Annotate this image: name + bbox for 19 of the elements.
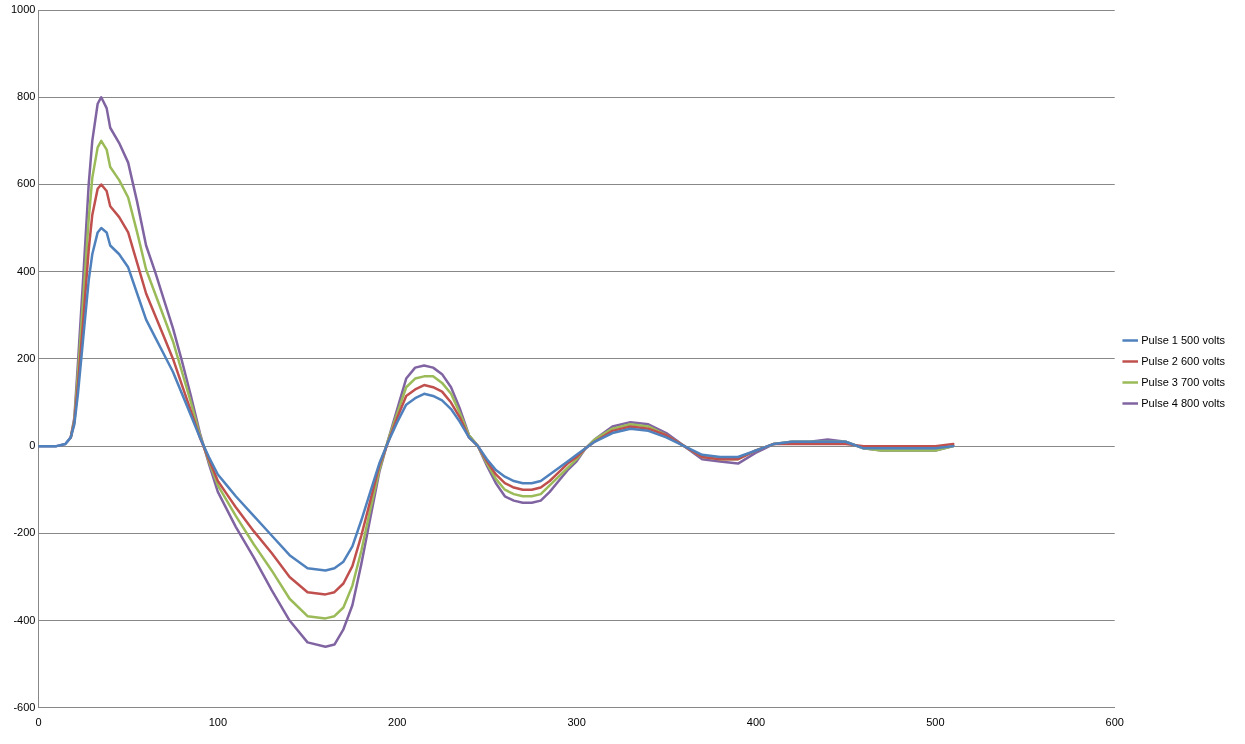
legend-label: Pulse 3 700 volts: [1141, 375, 1226, 388]
y-tick-label: 800: [17, 90, 36, 103]
y-tick-label: 1000: [10, 3, 36, 16]
x-tick-label: 300: [567, 716, 586, 729]
y-tick-label: 200: [17, 351, 36, 364]
x-tick-label: 400: [746, 716, 766, 729]
y-tick-label: -200: [13, 526, 36, 539]
y-tick-label: -600: [13, 700, 36, 713]
legend-label: Pulse 2 600 volts: [1141, 354, 1226, 367]
x-tick-label: 500: [926, 716, 945, 729]
y-tick-label: 600: [17, 177, 36, 190]
y-tick-label: 0: [29, 439, 36, 452]
y-tick-label: 400: [17, 264, 36, 277]
x-tick-label: 100: [208, 716, 228, 729]
legend-label: Pulse 4 800 volts: [1141, 396, 1226, 409]
x-tick-label: 600: [1105, 716, 1124, 729]
y-tick-label: -400: [13, 613, 36, 626]
x-tick-label: 200: [388, 716, 407, 729]
legend-label: Pulse 1 500 volts: [1141, 333, 1226, 346]
